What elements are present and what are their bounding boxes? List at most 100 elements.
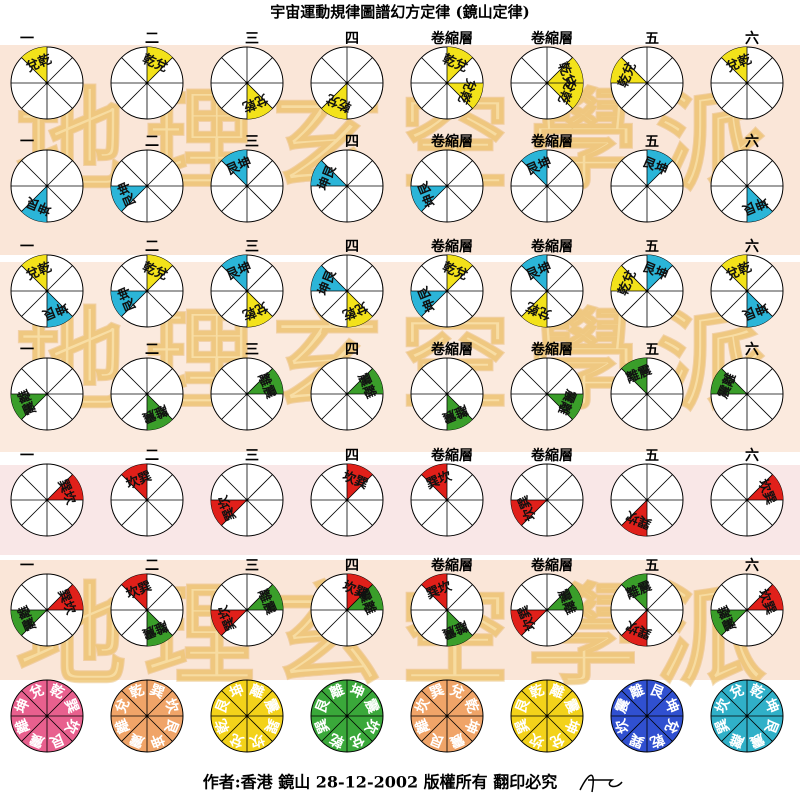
sector <box>411 186 447 212</box>
spoke <box>21 393 48 420</box>
spoke <box>246 368 273 395</box>
hub <box>445 608 449 612</box>
spoke <box>546 474 573 501</box>
hub <box>245 392 249 396</box>
spoke <box>721 185 748 212</box>
sector <box>121 464 147 500</box>
spoke <box>521 609 548 636</box>
sector <box>621 574 647 610</box>
column-header: 卷縮層 <box>430 133 473 150</box>
spoke <box>246 584 273 611</box>
sector <box>511 610 547 636</box>
spoke <box>246 82 273 109</box>
spoke <box>746 609 773 636</box>
spoke <box>121 474 148 501</box>
spoke <box>321 368 348 395</box>
spoke <box>21 185 48 212</box>
column-header: 三 <box>245 31 259 47</box>
sector-label: 震 <box>613 696 634 717</box>
spoke <box>521 584 548 611</box>
spoke <box>121 715 148 742</box>
sector-label: 坤 <box>761 696 782 715</box>
hub <box>245 714 249 718</box>
hub <box>245 81 249 85</box>
sector-label: 坤 <box>661 696 682 715</box>
sector <box>11 394 47 420</box>
column-header: 卷縮層 <box>530 341 573 358</box>
spoke <box>346 584 373 611</box>
column-header: 卷縮層 <box>430 30 473 47</box>
column-header: 卷縮層 <box>430 557 473 574</box>
sector-label: 離 <box>412 716 433 735</box>
spoke <box>746 57 773 84</box>
spoke <box>346 474 373 501</box>
spoke <box>721 474 748 501</box>
spoke <box>321 57 348 84</box>
sector <box>347 368 383 394</box>
sector <box>611 57 647 83</box>
column-header: 一 <box>20 448 34 464</box>
spoke <box>546 160 573 187</box>
sector <box>747 291 773 327</box>
spoke <box>21 57 48 84</box>
spoke <box>746 265 773 292</box>
sector-label: 兌 <box>347 730 366 751</box>
hub <box>245 498 249 502</box>
spoke <box>146 57 173 84</box>
spoke <box>746 290 773 317</box>
column-header: 五 <box>645 31 659 47</box>
sector <box>121 574 147 610</box>
spoke <box>121 393 148 420</box>
spoke <box>421 715 448 742</box>
sector-label: 兌 <box>661 716 682 735</box>
spoke <box>21 584 48 611</box>
spoke <box>246 474 273 501</box>
hub <box>545 184 549 188</box>
sector <box>647 150 673 186</box>
sector-label: 離 <box>12 716 33 735</box>
spoke <box>146 265 173 292</box>
spoke <box>146 715 173 742</box>
sector <box>621 358 647 394</box>
spoke <box>521 715 548 742</box>
spoke <box>221 584 248 611</box>
spoke <box>446 290 473 317</box>
sector <box>111 291 147 317</box>
spoke <box>321 393 348 420</box>
spoke <box>321 690 348 717</box>
spoke <box>121 265 148 292</box>
spoke <box>21 265 48 292</box>
sector <box>421 574 447 610</box>
spoke <box>446 609 473 636</box>
sector <box>711 368 747 394</box>
spoke <box>321 474 348 501</box>
spoke <box>721 290 748 317</box>
spoke <box>46 368 73 395</box>
column-header: 二 <box>145 342 159 358</box>
sector <box>347 291 373 327</box>
spoke <box>446 474 473 501</box>
sector-label: 乾 <box>747 681 766 702</box>
sector <box>311 160 347 186</box>
spoke <box>621 393 648 420</box>
sector <box>547 83 583 109</box>
hub <box>145 289 149 293</box>
spoke <box>646 609 673 636</box>
spoke <box>646 715 673 742</box>
column-header: 六 <box>745 557 759 574</box>
spoke <box>621 185 648 212</box>
spoke <box>46 715 73 742</box>
spoke <box>221 609 248 636</box>
hub <box>645 81 649 85</box>
spoke <box>221 715 248 742</box>
spoke <box>746 393 773 420</box>
hub <box>345 184 349 188</box>
spoke <box>246 393 273 420</box>
spoke <box>446 265 473 292</box>
spoke <box>546 499 573 526</box>
spoke <box>46 499 73 526</box>
hub <box>345 81 349 85</box>
hub <box>245 184 249 188</box>
spoke <box>446 499 473 526</box>
sector <box>411 291 447 317</box>
